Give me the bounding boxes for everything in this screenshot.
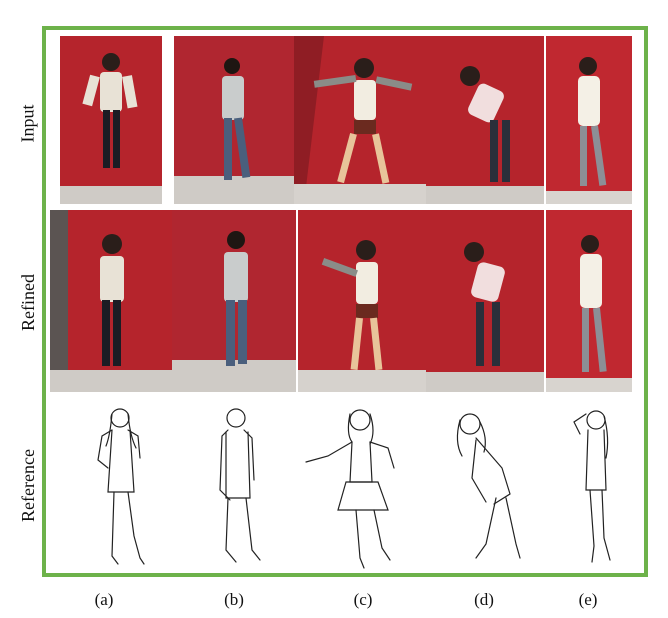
sketch-reference-c (298, 398, 422, 576)
photo-refined-b (172, 210, 296, 392)
photo-refined-c (298, 210, 426, 392)
photo-input-d (426, 36, 544, 204)
photo-input-b (174, 36, 294, 204)
row-label-input: Input (17, 104, 38, 142)
photo-refined-e (546, 210, 632, 392)
column-label-d: (d) (474, 590, 494, 609)
column-label-a: (a) (94, 590, 114, 609)
photo-input-a (60, 36, 162, 204)
column-label-c: (c) (353, 590, 373, 609)
row-label-reference: Reference (17, 449, 38, 522)
figure-frame (42, 26, 648, 577)
column-label-b: (b) (224, 590, 244, 609)
row-label-refined: Refined (17, 273, 38, 331)
column-label-e: (e) (578, 590, 598, 609)
photo-refined-d (426, 210, 544, 392)
photo-input-e (546, 36, 632, 204)
sketch-reference-e (556, 398, 634, 576)
sketch-reference-d (436, 398, 540, 576)
photo-refined-a (50, 210, 172, 392)
sketch-reference-a (70, 396, 170, 576)
sketch-reference-b (196, 400, 280, 576)
photo-input-c (294, 36, 426, 204)
